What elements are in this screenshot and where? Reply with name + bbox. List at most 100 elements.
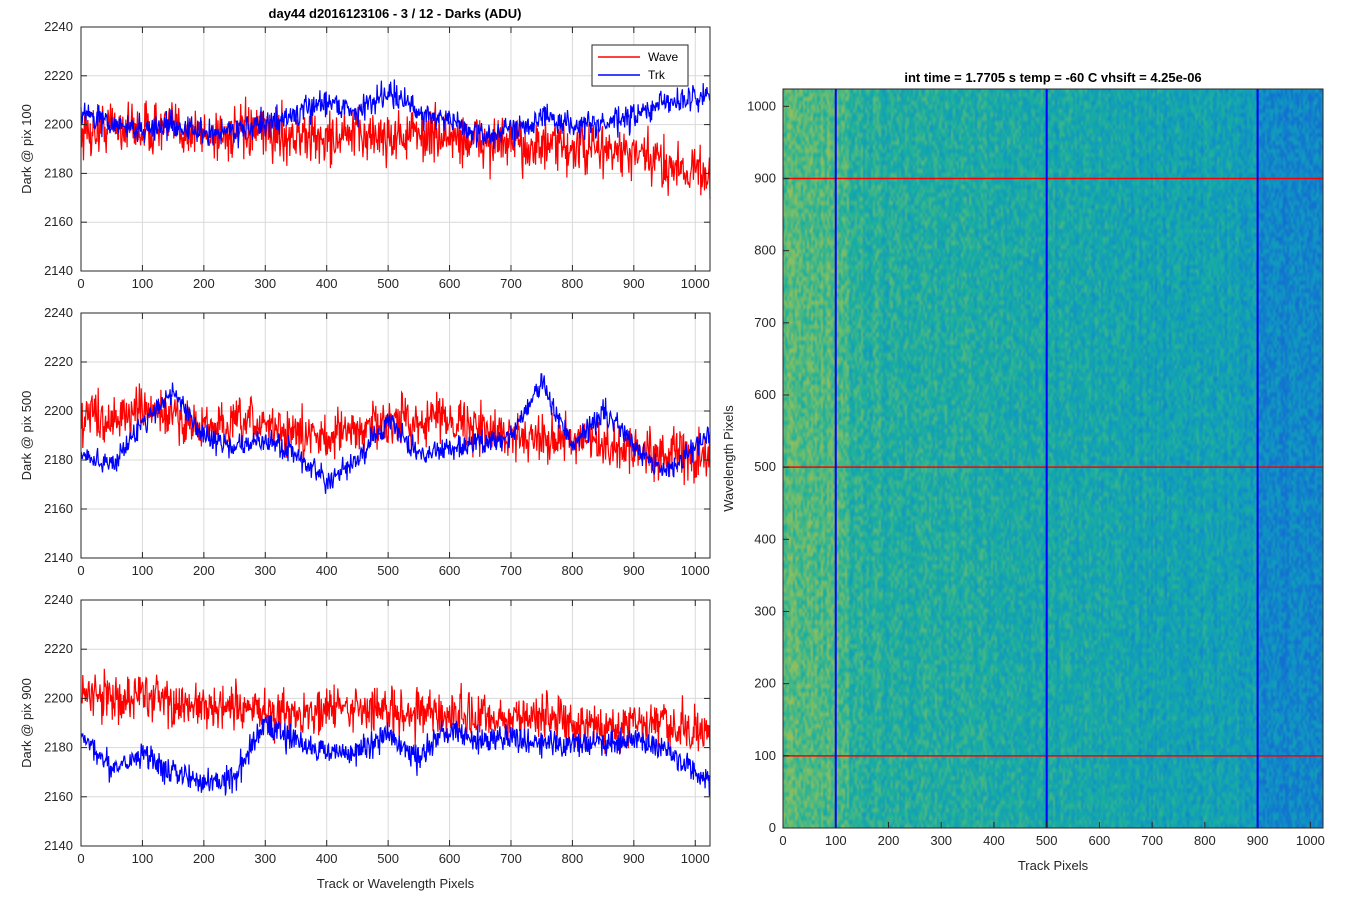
y-tick-label: 2140 [44,838,73,853]
y-tick-label: 2180 [44,740,73,755]
y-tick-label: 2200 [44,690,73,705]
x-tick-label: 100 [132,851,154,866]
y-tick-label: 300 [754,603,776,618]
x-tick-label: 500 [377,851,399,866]
x-tick-label: 1000 [681,563,710,578]
x-tick-label: 1000 [681,851,710,866]
y-tick-label: 2220 [44,354,73,369]
x-tick-label: 300 [254,851,276,866]
plot-area [81,600,710,846]
x-tick-label: 300 [254,276,276,291]
x-tick-label: 1000 [681,276,710,291]
y-tick-label: 2160 [44,214,73,229]
figure-title: day44 d2016123106 - 3 / 12 - Darks (ADU) [269,6,522,21]
axes-box [80,599,711,847]
y-tick-label: 2220 [44,68,73,83]
heatmap-title: int time = 1.7705 s temp = -60 C vhsift … [904,70,1201,85]
x-tick-label: 800 [562,276,584,291]
x-tick-label: 300 [254,563,276,578]
x-tick-label: 0 [77,851,84,866]
y-axis-label: Dark @ pix 100 [19,104,34,194]
x-tick-label: 600 [439,851,461,866]
x-tick-label: 1000 [1296,833,1325,848]
y-axis-label: Wavelength Pixels [721,405,736,512]
line-panel-dark-pix-100: 0 100 200 300 400 500 600 700 800 900 1000 2140 2160… [19,19,711,291]
x-tick-label: 500 [377,276,399,291]
x-tick-label: 200 [878,833,900,848]
legend-label-trk: Trk [648,68,666,82]
x-tick-label: 900 [1247,833,1269,848]
y-tick-label: 100 [754,748,776,763]
y-tick-label: 2200 [44,117,73,132]
legend-label-wave: Wave [648,50,679,64]
x-axis-label: Track Pixels [1018,858,1089,873]
line-panel-dark-pix-500: 0 100 200 300 400 500 600 700 800 900 1000 2140 2160… [19,305,711,578]
y-tick-label: 900 [754,170,776,185]
x-tick-label: 500 [377,563,399,578]
x-tick-label: 300 [930,833,952,848]
y-tick-label: 2140 [44,550,73,565]
x-tick-label: 400 [316,851,338,866]
x-tick-label: 900 [623,851,645,866]
y-tick-label: 800 [754,243,776,258]
x-tick-label: 0 [77,563,84,578]
series-line-wave [80,383,711,486]
axes-box [80,26,711,272]
legend-box [591,44,689,87]
x-tick-label: 400 [316,276,338,291]
y-tick-label: 500 [754,459,776,474]
y-tick-label: 2240 [44,19,73,34]
x-tick-label: 800 [1194,833,1216,848]
x-tick-label: 200 [193,851,215,866]
y-tick-label: 2240 [44,305,73,320]
y-tick-label: 2160 [44,501,73,516]
y-tick-label: 200 [754,676,776,691]
plot-area [81,313,710,558]
x-tick-label: 600 [439,563,461,578]
x-tick-label: 0 [77,276,84,291]
x-tick-label: 600 [439,276,461,291]
y-tick-label: 400 [754,531,776,546]
series-line-trk [80,79,711,149]
x-tick-label: 400 [983,833,1005,848]
y-tick-label: 0 [769,820,776,835]
y-tick-label: 2180 [44,452,73,467]
x-tick-label: 900 [623,563,645,578]
x-tick-label: 800 [562,563,584,578]
y-tick-label: 2180 [44,165,73,180]
x-tick-label: 100 [825,833,847,848]
x-tick-label: 900 [623,276,645,291]
x-tick-label: 800 [562,851,584,866]
x-tick-label: 100 [132,563,154,578]
line-panel-dark-pix-900: 0 100 200 300 400 500 600 700 800 900 1000 2140 2160… [19,592,711,891]
series-line-trk [80,715,711,797]
y-tick-label: 600 [754,387,776,402]
x-tick-label: 700 [500,276,522,291]
y-tick-label: 2160 [44,789,73,804]
legend: Wave Trk [591,44,689,87]
y-tick-label: 1000 [747,98,776,113]
series-line-trk [80,373,711,494]
axes-box [80,312,711,559]
heatmap-panel: 0 100 200 300 400 500 600 700 800 900 1000 0 100 200 3… [721,70,1325,873]
x-tick-label: 200 [193,563,215,578]
x-tick-label: 700 [1141,833,1163,848]
y-tick-label: 700 [754,315,776,330]
x-tick-label: 600 [1089,833,1111,848]
y-axis-label: Dark @ pix 500 [19,391,34,481]
y-axis-label: Dark @ pix 900 [19,678,34,768]
x-tick-label: 0 [779,833,786,848]
y-tick-label: 2200 [44,403,73,418]
x-axis-label: Track or Wavelength Pixels [317,876,475,891]
x-tick-label: 400 [316,563,338,578]
x-tick-label: 200 [193,276,215,291]
x-tick-label: 500 [1036,833,1058,848]
x-tick-label: 700 [500,851,522,866]
y-tick-label: 2140 [44,263,73,278]
x-tick-label: 100 [132,276,154,291]
y-tick-label: 2240 [44,592,73,607]
y-tick-label: 2220 [44,641,73,656]
heatmap-image [783,89,1323,828]
axes-box [782,88,1324,829]
